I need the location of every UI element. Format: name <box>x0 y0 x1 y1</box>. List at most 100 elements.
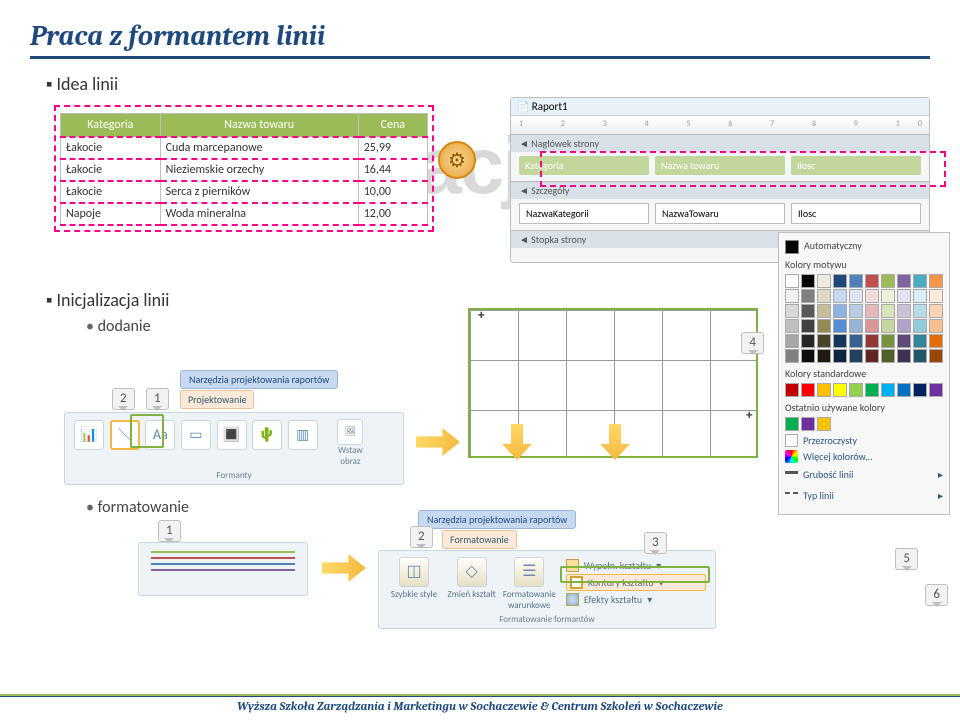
color-swatch[interactable] <box>881 349 895 363</box>
color-swatch[interactable] <box>849 349 863 363</box>
color-swatch[interactable] <box>801 417 815 431</box>
line-sample[interactable] <box>151 569 295 571</box>
color-swatch[interactable] <box>865 319 879 333</box>
color-swatch[interactable] <box>833 383 847 397</box>
ctrl-icon[interactable]: ▥ <box>288 420 318 450</box>
color-swatch[interactable] <box>801 319 815 333</box>
hdr-cell[interactable]: Ilosc <box>791 156 921 175</box>
color-swatch[interactable] <box>785 274 799 288</box>
color-swatch[interactable] <box>817 274 831 288</box>
ctrl-icon[interactable]: ▭ <box>181 420 211 450</box>
color-swatch[interactable] <box>929 334 943 348</box>
color-swatch[interactable] <box>785 349 799 363</box>
color-swatch[interactable] <box>865 383 879 397</box>
color-swatch[interactable] <box>929 349 943 363</box>
quick-styles-button[interactable]: ◫Szybkie style <box>387 557 441 600</box>
color-swatch[interactable] <box>849 319 863 333</box>
color-swatch[interactable] <box>897 304 911 318</box>
color-swatch[interactable] <box>865 304 879 318</box>
more-colors-option[interactable]: Więcej kolorów... <box>785 450 943 463</box>
color-swatch[interactable] <box>849 274 863 288</box>
color-swatch[interactable] <box>881 289 895 303</box>
line-sample[interactable] <box>151 551 295 553</box>
color-swatch[interactable] <box>913 383 927 397</box>
hdr-cell[interactable]: Nazwa towaru <box>655 156 785 175</box>
outline-shape-menu[interactable]: Kontury kształtu ▾ <box>566 574 706 591</box>
color-swatch[interactable] <box>865 289 879 303</box>
color-swatch[interactable] <box>817 349 831 363</box>
transparent-option[interactable]: Przezroczysty <box>785 434 943 447</box>
tab-formatowanie[interactable]: Formatowanie <box>442 530 517 549</box>
color-swatch[interactable] <box>881 319 895 333</box>
line-type-option[interactable]: Typ linii▸ <box>785 487 943 505</box>
color-swatch[interactable] <box>865 274 879 288</box>
color-swatch[interactable] <box>913 319 927 333</box>
hdr-cell[interactable]: Kategoria <box>519 156 649 175</box>
line-sample[interactable] <box>151 563 295 565</box>
color-swatch[interactable] <box>833 304 847 318</box>
line-weight-option[interactable]: Grubość linii▸ <box>785 466 943 484</box>
color-swatch[interactable] <box>913 274 927 288</box>
color-swatch[interactable] <box>785 289 799 303</box>
color-swatch[interactable] <box>849 289 863 303</box>
auto-color[interactable]: Automatyczny <box>785 239 943 254</box>
color-swatch[interactable] <box>833 349 847 363</box>
color-swatch[interactable] <box>929 383 943 397</box>
color-swatch[interactable] <box>929 304 943 318</box>
color-swatch[interactable] <box>913 289 927 303</box>
color-swatch[interactable] <box>817 319 831 333</box>
color-swatch[interactable] <box>817 383 831 397</box>
tab-projektowanie[interactable]: Projektowanie <box>180 390 254 409</box>
color-swatch[interactable] <box>897 289 911 303</box>
color-swatch[interactable] <box>849 383 863 397</box>
color-swatch[interactable] <box>785 319 799 333</box>
conditional-format-button[interactable]: ☰Formatowanie warunkowe <box>502 557 556 611</box>
color-swatch[interactable] <box>849 304 863 318</box>
color-swatch[interactable] <box>881 304 895 318</box>
color-swatch[interactable] <box>833 289 847 303</box>
color-swatch[interactable] <box>817 334 831 348</box>
change-shape-button[interactable]: ◇Zmień kształt <box>445 557 499 600</box>
det-cell[interactable]: NazwaTowaru <box>655 203 785 224</box>
insert-image-label[interactable]: Wstaw obraz <box>338 445 363 467</box>
fill-shape-menu[interactable]: Wypełn. kształtu ▾ <box>566 557 706 574</box>
color-swatch[interactable] <box>865 349 879 363</box>
color-swatch[interactable] <box>913 304 927 318</box>
color-swatch[interactable] <box>785 417 799 431</box>
color-swatch[interactable] <box>865 334 879 348</box>
color-swatch[interactable] <box>913 334 927 348</box>
ctrl-icon[interactable]: Aa <box>145 420 175 450</box>
color-swatch[interactable] <box>897 319 911 333</box>
ctrl-icon[interactable]: 📊 <box>74 420 104 450</box>
color-swatch[interactable] <box>801 274 815 288</box>
color-swatch[interactable] <box>833 319 847 333</box>
color-swatch[interactable] <box>833 334 847 348</box>
color-swatch[interactable] <box>785 383 799 397</box>
color-swatch[interactable] <box>801 383 815 397</box>
color-swatch[interactable] <box>897 274 911 288</box>
color-swatch[interactable] <box>785 334 799 348</box>
color-swatch[interactable] <box>897 334 911 348</box>
line-sample[interactable] <box>151 557 295 559</box>
color-swatch[interactable] <box>801 349 815 363</box>
color-swatch[interactable] <box>849 334 863 348</box>
color-swatch[interactable] <box>929 319 943 333</box>
color-swatch[interactable] <box>833 274 847 288</box>
det-cell[interactable]: Ilosc <box>791 203 921 224</box>
color-swatch[interactable] <box>897 349 911 363</box>
color-swatch[interactable] <box>801 334 815 348</box>
color-swatch[interactable] <box>801 304 815 318</box>
band-header[interactable]: Nagłówek strony <box>511 134 929 152</box>
ctrl-icon[interactable]: 🌵 <box>252 420 282 450</box>
det-cell[interactable]: NazwaKategorii <box>519 203 649 224</box>
color-swatch[interactable] <box>817 304 831 318</box>
color-swatch[interactable] <box>785 304 799 318</box>
color-swatch[interactable] <box>897 383 911 397</box>
color-swatch[interactable] <box>929 274 943 288</box>
color-swatch[interactable] <box>929 289 943 303</box>
color-swatch[interactable] <box>881 274 895 288</box>
color-swatch[interactable] <box>881 383 895 397</box>
ctrl-icon[interactable]: 🔳 <box>217 420 247 450</box>
color-swatch[interactable] <box>817 417 831 431</box>
line-control-button[interactable]: ＼ <box>110 420 140 450</box>
